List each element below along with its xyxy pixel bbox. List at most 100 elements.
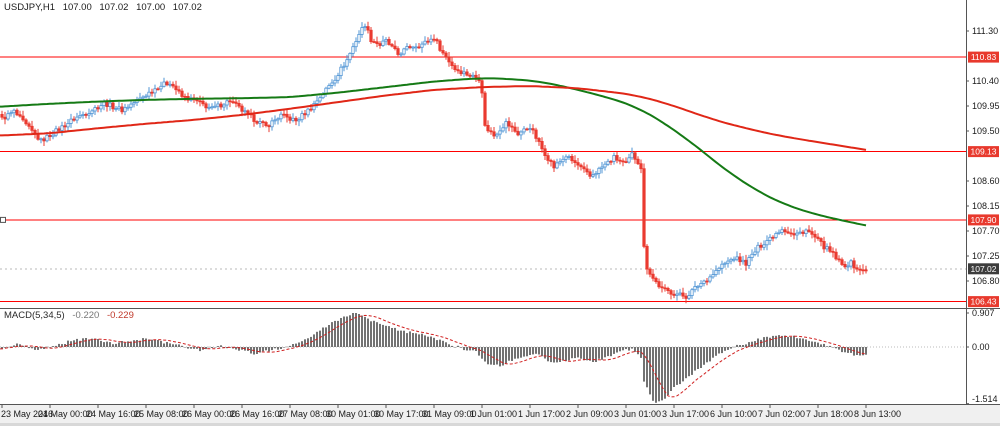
candle-body — [309, 108, 313, 111]
macd-bar — [556, 347, 558, 363]
candle-body — [255, 121, 259, 124]
candle-body — [750, 253, 754, 259]
macd-bar — [649, 347, 651, 395]
macd-bar — [151, 339, 153, 347]
macd-bar — [772, 335, 774, 347]
candle-body — [543, 148, 547, 157]
price-pane[interactable] — [0, 21, 868, 304]
macd-bar — [34, 347, 36, 350]
macd-bar — [403, 330, 405, 347]
macd-bar — [406, 333, 408, 347]
candle-body — [513, 126, 517, 132]
time-axis-strip[interactable] — [0, 405, 1000, 426]
macd-bar — [592, 347, 594, 362]
candle-body — [624, 161, 628, 164]
macd-bar — [487, 347, 489, 365]
candle-body — [102, 101, 106, 106]
candle-body — [651, 273, 655, 279]
time-tick-label: 25 May 08:00 — [134, 409, 189, 419]
macd-bar — [379, 323, 381, 347]
candle-body — [660, 286, 664, 289]
macd-bar — [580, 347, 582, 359]
macd-bar — [322, 327, 324, 347]
time-tick-label: 23 May 2016 — [1, 409, 53, 419]
candle-body — [342, 65, 346, 68]
macd-bar — [706, 347, 708, 363]
candle-body — [198, 100, 202, 103]
macd-bar — [169, 343, 171, 347]
macd-bar — [211, 347, 213, 348]
macd-bar — [493, 347, 495, 365]
candle-body — [495, 133, 499, 137]
macd-bar — [121, 341, 123, 347]
candle-body — [273, 119, 277, 122]
time-tick-label: 1 Jun 01:00 — [470, 409, 517, 419]
candle-body — [657, 281, 661, 288]
macd-bar — [568, 347, 570, 361]
macd-bar — [112, 344, 114, 347]
macd-bar — [463, 347, 465, 351]
candle-body — [234, 101, 238, 104]
candle-body — [237, 103, 241, 107]
macd-bar — [358, 314, 360, 347]
macd-bar — [199, 347, 201, 352]
time-tick-label: 26 May 00:00 — [182, 409, 237, 419]
macd-bar — [514, 347, 516, 359]
candle-body — [672, 293, 676, 296]
candle-body — [693, 286, 697, 291]
macd-bar — [424, 335, 426, 347]
macd-bar — [250, 347, 252, 354]
time-tick-label: 1 Jun 17:00 — [518, 409, 565, 419]
candle-body — [357, 34, 361, 42]
macd-bar — [334, 320, 336, 347]
candle-body — [333, 79, 337, 84]
macd-bar — [67, 340, 69, 347]
macd-bar — [559, 347, 561, 362]
candle-body — [795, 232, 799, 236]
horizontal-scrollbar[interactable] — [0, 423, 1000, 426]
candle-body — [528, 128, 532, 131]
macd-signal-value: -0.229 — [106, 310, 134, 321]
macd-bar — [106, 341, 108, 347]
macd-bar — [667, 347, 669, 395]
candle-body — [636, 158, 640, 165]
candle-body — [27, 123, 31, 127]
macd-bar — [343, 316, 345, 347]
macd-bar — [364, 316, 366, 347]
macd-bar — [382, 324, 384, 347]
candle-body — [351, 46, 355, 54]
candle-body — [834, 251, 838, 260]
background-layer — [0, 56, 966, 303]
price-tick-label: 110.40 — [972, 76, 999, 86]
price-axis[interactable] — [967, 0, 1000, 404]
macd-bar — [694, 347, 696, 371]
macd-bar — [793, 335, 795, 347]
candle-body — [777, 231, 781, 234]
candle-body — [615, 155, 619, 161]
macd-bar — [802, 338, 804, 347]
macd-pane[interactable] — [0, 313, 966, 403]
macd-bar — [724, 347, 726, 351]
macd-bar — [328, 325, 330, 347]
candle-body — [174, 85, 178, 91]
candle-body — [618, 159, 622, 162]
moving-average-red — [0, 85, 867, 151]
line-selection-handle[interactable] — [0, 216, 6, 223]
macd-bar — [439, 339, 441, 347]
candle-body — [411, 46, 415, 49]
candle-body — [48, 134, 52, 138]
candle-body — [258, 121, 262, 124]
candle-body — [369, 29, 373, 43]
time-tick-label: 2 Jun 09:00 — [566, 409, 613, 419]
candle-body — [330, 82, 334, 86]
candle-body — [375, 41, 379, 44]
candle-body — [519, 131, 523, 136]
macd-bar — [262, 347, 264, 352]
candle-body — [612, 155, 616, 162]
candle-body — [465, 71, 469, 76]
candle-body — [195, 99, 199, 102]
candle-body — [627, 157, 631, 163]
macd-bar — [718, 347, 720, 354]
candle-body — [405, 46, 409, 50]
